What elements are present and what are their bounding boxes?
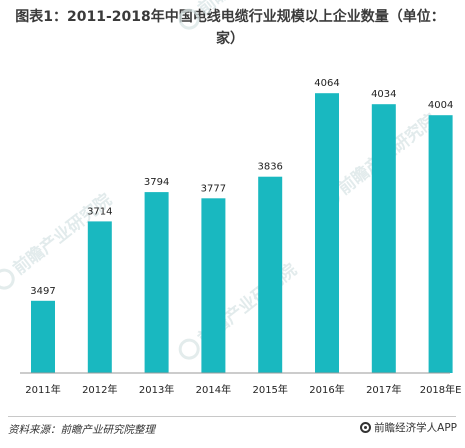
category-label: 2014年 bbox=[196, 383, 231, 396]
category-label: 2015年 bbox=[252, 383, 287, 396]
category-label: 2012年 bbox=[82, 383, 117, 396]
footer-brand-name: 前瞻经济学人APP bbox=[374, 422, 457, 434]
bar bbox=[315, 93, 339, 373]
bar bbox=[258, 176, 283, 373]
value-label: 3794 bbox=[144, 177, 169, 188]
watermark-text: 前瞻产业研究院 bbox=[194, 0, 301, 19]
category-label: 2018年E bbox=[420, 383, 462, 396]
watermark: 前瞻产业研究院 bbox=[178, 0, 301, 30]
value-label: 3836 bbox=[257, 162, 282, 173]
value-label: 3497 bbox=[30, 286, 55, 297]
value-labels: 3497 3714 3794 3777 3836 4064 4034 4004 bbox=[30, 78, 453, 297]
bar bbox=[31, 300, 55, 373]
watermark-logo-icon bbox=[178, 8, 200, 30]
category-label: 2013年 bbox=[139, 383, 174, 396]
bar-series bbox=[31, 93, 453, 373]
watermark-logo-icon bbox=[0, 268, 15, 290]
category-label: 2011年 bbox=[25, 383, 60, 396]
bar bbox=[144, 192, 169, 373]
value-label: 4064 bbox=[314, 78, 339, 89]
footer-source: 资料来源：前瞻产业研究院整理 bbox=[8, 424, 155, 436]
qianzhan-logo-icon bbox=[360, 422, 372, 433]
category-label: 2016年 bbox=[309, 383, 344, 396]
footer-brand: 前瞻经济学人APP bbox=[360, 420, 457, 435]
watermark-logo-icon bbox=[178, 338, 200, 360]
category-label: 2017年 bbox=[366, 383, 401, 396]
chart-title: 图表1：2011-2018年中国电线电缆行业规模以上企业数量（单位：家） bbox=[15, 9, 445, 47]
value-label: 3777 bbox=[201, 183, 226, 194]
category-labels: 2011年 2012年 2013年 2014年 2015年 2016年 2017年 2018年… bbox=[25, 383, 461, 396]
bar bbox=[201, 198, 226, 373]
value-label: 3714 bbox=[87, 206, 112, 217]
footer-divider bbox=[8, 416, 456, 417]
value-label: 4004 bbox=[428, 100, 453, 111]
bar bbox=[371, 104, 396, 373]
bar bbox=[428, 115, 453, 373]
value-label: 4034 bbox=[371, 89, 396, 100]
bar bbox=[87, 221, 112, 373]
